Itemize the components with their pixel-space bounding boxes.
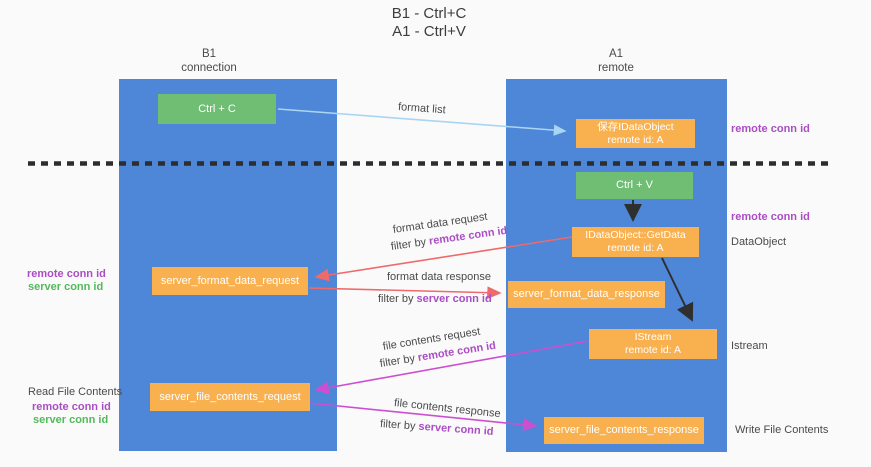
node-save-dataobject: 保存IDataObject remote id: A — [576, 119, 695, 148]
filter-by-text: filter by — [378, 293, 417, 305]
diagram-title: B1 - Ctrl+C A1 - Ctrl+V — [344, 5, 514, 41]
node-istream-line1: IStream — [634, 331, 672, 343]
lane-b1-role: connection — [181, 62, 237, 74]
filter-by-text: filter by — [390, 235, 430, 253]
node-idataobject-getdata: IDataObject::GetData remote id: A — [572, 227, 699, 257]
node-ctrl-v-label: Ctrl + V — [616, 179, 653, 191]
label-remote-conn-id-right-mid: remote conn id — [731, 211, 810, 223]
title-line-2: A1 - Ctrl+V — [392, 23, 466, 40]
lane-b1-name: B1 — [201, 48, 217, 60]
edge-label-format-data-response-filter: filter by server conn id — [378, 293, 492, 306]
label-remote-conn-id-left-1: remote conn id — [27, 268, 106, 280]
label-dataobject: DataObject — [731, 236, 787, 248]
label-server-conn-id-left-1: server conn id — [28, 281, 104, 293]
node-server-format-data-response: server_format_data_response — [508, 281, 665, 308]
label-server-conn-id-left-2: server conn id — [33, 414, 109, 426]
title-line-1: B1 - Ctrl+C — [391, 5, 467, 22]
edge-label-format-list: format list — [397, 101, 447, 117]
node-server-format-data-request: server_format_data_request — [152, 267, 308, 295]
lane-a1-role: remote — [598, 62, 634, 74]
lane-a1-name: A1 — [608, 48, 624, 60]
server-conn-id-key: server conn id — [416, 293, 492, 305]
node-ctrl-c-label: Ctrl + C — [198, 102, 236, 115]
edge-label-file-contents-response: file contents response — [393, 397, 502, 421]
node-server-format-data-response-label: server_format_data_response — [513, 288, 660, 300]
node-save-dataobject-line2: remote id: A — [607, 133, 664, 146]
node-server-format-data-request-label: server_format_data_request — [160, 274, 300, 287]
label-istream: Istream — [731, 340, 768, 352]
label-write-file-contents: Write File Contents — [735, 424, 829, 436]
label-remote-conn-id-left-2: remote conn id — [32, 401, 111, 413]
node-save-dataobject-line1: 保存IDataObject — [597, 120, 674, 133]
lane-header-b1: B1 connection — [159, 47, 259, 75]
lane-header-a1: A1 remote — [566, 47, 666, 75]
node-server-file-contents-request-label: server_file_contents_request — [159, 390, 301, 403]
node-server-file-contents-request: server_file_contents_request — [150, 383, 310, 411]
node-ctrl-v: Ctrl + V — [576, 172, 693, 199]
server-conn-id-key: server conn id — [418, 420, 494, 438]
edge-label-file-contents-response-filter: filter by server conn id — [380, 418, 494, 439]
label-read-file-contents: Read File Contents — [28, 386, 123, 398]
node-istream-line2: remote id: A — [624, 344, 682, 356]
filter-by-text: filter by — [379, 418, 419, 433]
node-getdata-line1: IDataObject::GetData — [585, 229, 686, 241]
node-ctrl-c: Ctrl + C — [158, 94, 276, 124]
label-remote-conn-id-right-top: remote conn id — [731, 123, 810, 135]
node-getdata-line2: remote id: A — [607, 242, 664, 254]
filter-by-text: filter by — [378, 352, 419, 370]
node-server-file-contents-response: server_file_contents_response — [544, 417, 704, 444]
node-server-file-contents-response-label: server_file_contents_response — [549, 424, 699, 436]
node-istream: IStream remote id: A — [589, 329, 717, 359]
edge-label-format-data-response: format data response — [387, 271, 491, 283]
